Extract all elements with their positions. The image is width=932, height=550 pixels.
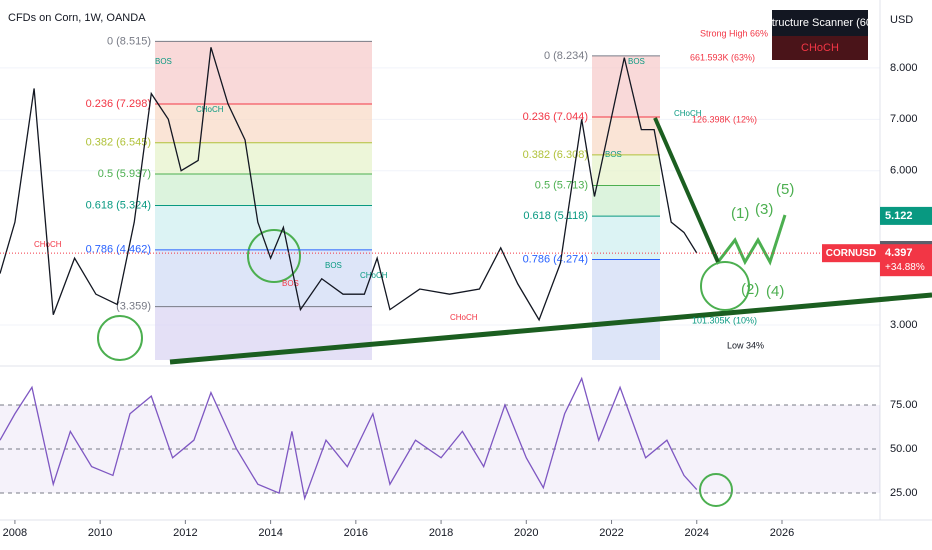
series-line bbox=[0, 47, 698, 322]
price-label: 5.122 bbox=[885, 210, 913, 222]
last-price: 4.397 bbox=[885, 247, 913, 259]
fib-label: 0.618 (5.324) bbox=[86, 199, 151, 211]
fib-zone bbox=[155, 41, 372, 104]
annotation: 101.305K (10%) bbox=[692, 315, 757, 325]
trend-line bbox=[169, 292, 932, 365]
y-tick-label: 7.000 bbox=[890, 113, 918, 125]
structure-label: CHoCH bbox=[360, 271, 388, 280]
highlight bbox=[247, 229, 301, 283]
fib-label: 0.5 (5.713) bbox=[535, 179, 588, 191]
y-tick-label: 75.00 bbox=[890, 399, 918, 411]
wave-label: (3) bbox=[755, 201, 773, 218]
fib-label: 0.786 (4.462) bbox=[86, 244, 151, 256]
fib-label: 0 (8.234) bbox=[544, 50, 588, 62]
structure-label: CHoCH bbox=[196, 105, 224, 114]
last-change: +34.88% bbox=[885, 262, 925, 273]
x-tick-label: 2026 bbox=[770, 527, 794, 539]
structure-label: CHoCH bbox=[450, 313, 478, 322]
y-tick-label: 50.00 bbox=[890, 443, 918, 455]
fib-label: 0.786 (4.274) bbox=[523, 253, 588, 265]
fib-label: (3.359) bbox=[116, 300, 151, 312]
x-tick-label: 2020 bbox=[514, 527, 538, 539]
fib-label: 0.5 (5.937) bbox=[98, 168, 151, 180]
price-label-bg bbox=[880, 206, 932, 225]
structure-label: CHoCH bbox=[674, 109, 702, 118]
fib-zone bbox=[155, 306, 372, 360]
fib-label: 0.236 (7.044) bbox=[523, 111, 588, 123]
structure-label: BOS bbox=[282, 279, 299, 288]
fib-zone bbox=[155, 249, 372, 307]
scanner-signal-bg bbox=[772, 36, 868, 60]
y-tick-label: 3.000 bbox=[890, 319, 918, 331]
fib-zone bbox=[155, 173, 372, 206]
annotation: 661.593K (63%) bbox=[690, 52, 755, 62]
fib-zone bbox=[155, 142, 372, 174]
symbol-bg bbox=[822, 244, 880, 263]
y-tick-label: 6.000 bbox=[890, 165, 918, 177]
series-line bbox=[0, 376, 698, 501]
fib-label: 0 (8.515) bbox=[107, 35, 151, 47]
fib-zone bbox=[592, 117, 660, 155]
highlight bbox=[699, 473, 733, 507]
fib-zone bbox=[155, 205, 372, 250]
y-tick-label: 25.00 bbox=[890, 487, 918, 499]
last-price-bg bbox=[880, 244, 932, 277]
x-tick-label: 2024 bbox=[685, 527, 709, 539]
fib-zone bbox=[592, 154, 660, 186]
fib-zone bbox=[592, 185, 660, 217]
x-tick-label: 2010 bbox=[88, 527, 112, 539]
wave-label: (1) bbox=[731, 205, 749, 222]
y-tick-label: 8.000 bbox=[890, 62, 918, 74]
wave-label: (5) bbox=[776, 181, 794, 198]
chart-title: CFDs on Corn, 1W, OANDA bbox=[8, 12, 146, 24]
scanner-title: Structure Scanner (60) bbox=[764, 17, 875, 29]
annotation: 126.398K (12%) bbox=[692, 114, 757, 124]
x-tick-label: 2022 bbox=[599, 527, 623, 539]
fib-label: 0.382 (6.545) bbox=[86, 137, 151, 149]
annotation: Strong High 66% bbox=[700, 28, 768, 38]
x-tick-label: 2016 bbox=[344, 527, 368, 539]
fib-zone bbox=[592, 259, 660, 360]
structure-label: BOS bbox=[628, 57, 645, 66]
fib-zone bbox=[592, 216, 660, 260]
structure-label: BOS bbox=[325, 261, 342, 270]
x-tick-label: 2008 bbox=[3, 527, 27, 539]
currency: USD bbox=[890, 14, 913, 26]
fib-zone bbox=[155, 103, 372, 143]
annotation: Low 34% bbox=[727, 340, 764, 350]
structure-label: BOS bbox=[155, 57, 172, 66]
scanner-signal: CHoCH bbox=[801, 42, 839, 54]
x-tick-label: 2014 bbox=[258, 527, 282, 539]
highlight bbox=[700, 261, 750, 311]
wave-label: (4) bbox=[766, 283, 784, 300]
x-tick-label: 2018 bbox=[429, 527, 453, 539]
symbol: CORNUSD bbox=[826, 248, 877, 259]
fib-label: 0.618 (5.118) bbox=[523, 210, 588, 222]
fib-label: 0.382 (6.308) bbox=[523, 149, 588, 161]
highlight bbox=[97, 315, 143, 361]
x-tick-label: 2012 bbox=[173, 527, 197, 539]
wave-label: (2) bbox=[741, 281, 759, 298]
fib-label: 0.236 (7.298) bbox=[86, 98, 151, 110]
down-leg bbox=[653, 117, 720, 263]
